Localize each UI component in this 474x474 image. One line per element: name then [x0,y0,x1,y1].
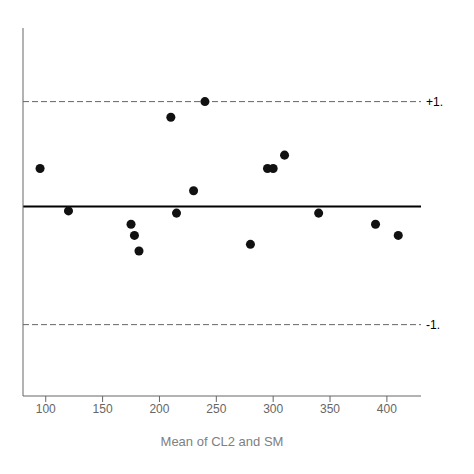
svg-text:150: 150 [93,402,113,416]
svg-text:300: 300 [263,402,283,416]
svg-text:100: 100 [36,402,56,416]
svg-text:250: 250 [206,402,226,416]
svg-text:400: 400 [377,402,397,416]
svg-text:Mean of CL2 and SM: Mean of CL2 and SM [161,434,284,449]
svg-text:-1.: -1. [426,318,440,332]
svg-text:200: 200 [149,402,169,416]
svg-text:350: 350 [320,402,340,416]
svg-text:+1.: +1. [426,95,443,109]
